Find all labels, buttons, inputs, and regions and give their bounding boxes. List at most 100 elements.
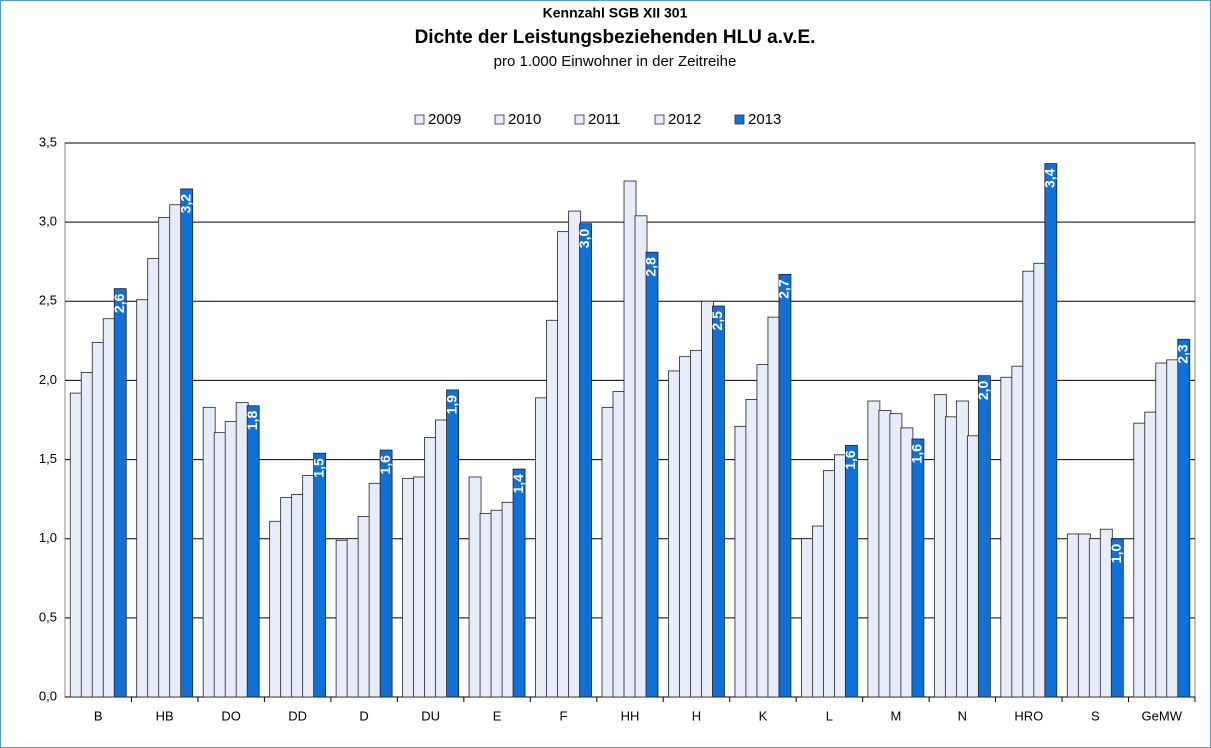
bar <box>911 438 925 698</box>
x-tick-label: GeMW <box>1142 708 1183 723</box>
bar <box>1066 533 1080 698</box>
bar <box>889 413 903 698</box>
bar <box>634 215 648 698</box>
bar <box>745 399 759 698</box>
data-label: 2,7 <box>776 279 792 299</box>
bar <box>235 402 249 698</box>
bar <box>180 188 194 698</box>
bar <box>845 444 858 698</box>
bar <box>623 180 637 698</box>
legend-label: 2013 <box>748 111 781 128</box>
x-tick-label: M <box>890 708 901 723</box>
bar <box>1144 411 1158 698</box>
x-tick-label: B <box>94 708 103 723</box>
x-tick-label: N <box>958 708 967 723</box>
data-label: 3,4 <box>1042 168 1058 188</box>
legend-label: 2012 <box>668 111 701 128</box>
bar <box>1133 422 1147 698</box>
x-tick-label: HB <box>156 708 174 723</box>
data-label: 1,6 <box>909 444 925 464</box>
bar <box>468 476 482 698</box>
bar <box>113 288 127 698</box>
data-label: 2,8 <box>643 257 659 277</box>
data-label: 2,0 <box>975 380 991 400</box>
bar <box>645 251 659 698</box>
bar <box>102 318 116 698</box>
bar <box>977 375 991 698</box>
bar <box>490 509 504 698</box>
y-tick-label: 2,5 <box>39 293 57 308</box>
data-label: 3,0 <box>576 229 592 249</box>
legend-label: 2009 <box>428 111 461 128</box>
data-label: 1,0 <box>1108 544 1124 564</box>
x-tick-label: HRO <box>1014 708 1043 723</box>
bar <box>501 501 515 698</box>
x-tick-label: E <box>493 708 502 723</box>
bar <box>413 476 426 698</box>
bar <box>246 405 260 698</box>
legend-swatch <box>494 114 505 125</box>
legend-swatch <box>654 114 665 125</box>
bar <box>1155 362 1169 698</box>
bar <box>801 538 814 698</box>
bar <box>224 421 238 698</box>
bar <box>1033 262 1047 698</box>
bar <box>568 210 581 698</box>
x-tick-label: H <box>692 708 701 723</box>
y-tick-label: 2,0 <box>39 372 57 387</box>
x-tick-label: L <box>826 708 833 723</box>
subtitle: pro 1.000 Einwohner in der Zeitreihe <box>494 53 737 70</box>
data-label: 1,6 <box>842 450 858 470</box>
bar <box>1011 365 1025 698</box>
bar <box>479 512 493 698</box>
bar <box>944 416 958 698</box>
bar <box>368 482 382 698</box>
legend-swatch <box>574 114 585 125</box>
bar <box>169 204 183 698</box>
data-label: 1,5 <box>310 458 326 478</box>
bar <box>834 454 847 698</box>
bar <box>612 391 626 698</box>
y-tick-label: 0,5 <box>39 609 57 624</box>
bar <box>446 389 459 698</box>
legend-swatch <box>734 114 745 125</box>
legend-swatch <box>414 114 425 125</box>
bar <box>712 305 725 698</box>
bar <box>778 273 792 698</box>
bar <box>767 316 781 698</box>
y-tick-label: 1,0 <box>39 530 57 545</box>
bar <box>955 400 969 698</box>
x-tick-label: DO <box>221 708 241 723</box>
x-tick-label: DU <box>421 708 440 723</box>
x-tick-label: K <box>759 708 768 723</box>
bar <box>1177 338 1191 698</box>
bar <box>756 364 770 698</box>
bar <box>1077 533 1091 698</box>
bar <box>512 468 526 698</box>
x-tick-label: D <box>359 708 368 723</box>
bar <box>701 300 714 698</box>
bar <box>933 394 947 698</box>
bar <box>291 493 305 698</box>
data-label: 1,9 <box>443 395 459 415</box>
bar <box>302 474 316 698</box>
bar <box>280 497 294 698</box>
bar <box>1044 163 1058 698</box>
data-label: 2,5 <box>709 311 725 331</box>
x-tick-label: F <box>560 708 568 723</box>
bar <box>402 478 415 698</box>
bar <box>1000 376 1014 698</box>
data-label: 1,6 <box>377 455 393 475</box>
bar <box>313 452 327 698</box>
x-tick-label: DD <box>288 708 307 723</box>
bar <box>335 539 349 698</box>
bar <box>579 223 592 698</box>
bar <box>668 370 681 698</box>
y-tick-label: 1,5 <box>39 451 57 466</box>
bar <box>213 432 227 698</box>
legend-label: 2011 <box>588 111 620 128</box>
bar <box>69 392 83 698</box>
bar <box>900 427 914 698</box>
bar <box>734 425 748 698</box>
